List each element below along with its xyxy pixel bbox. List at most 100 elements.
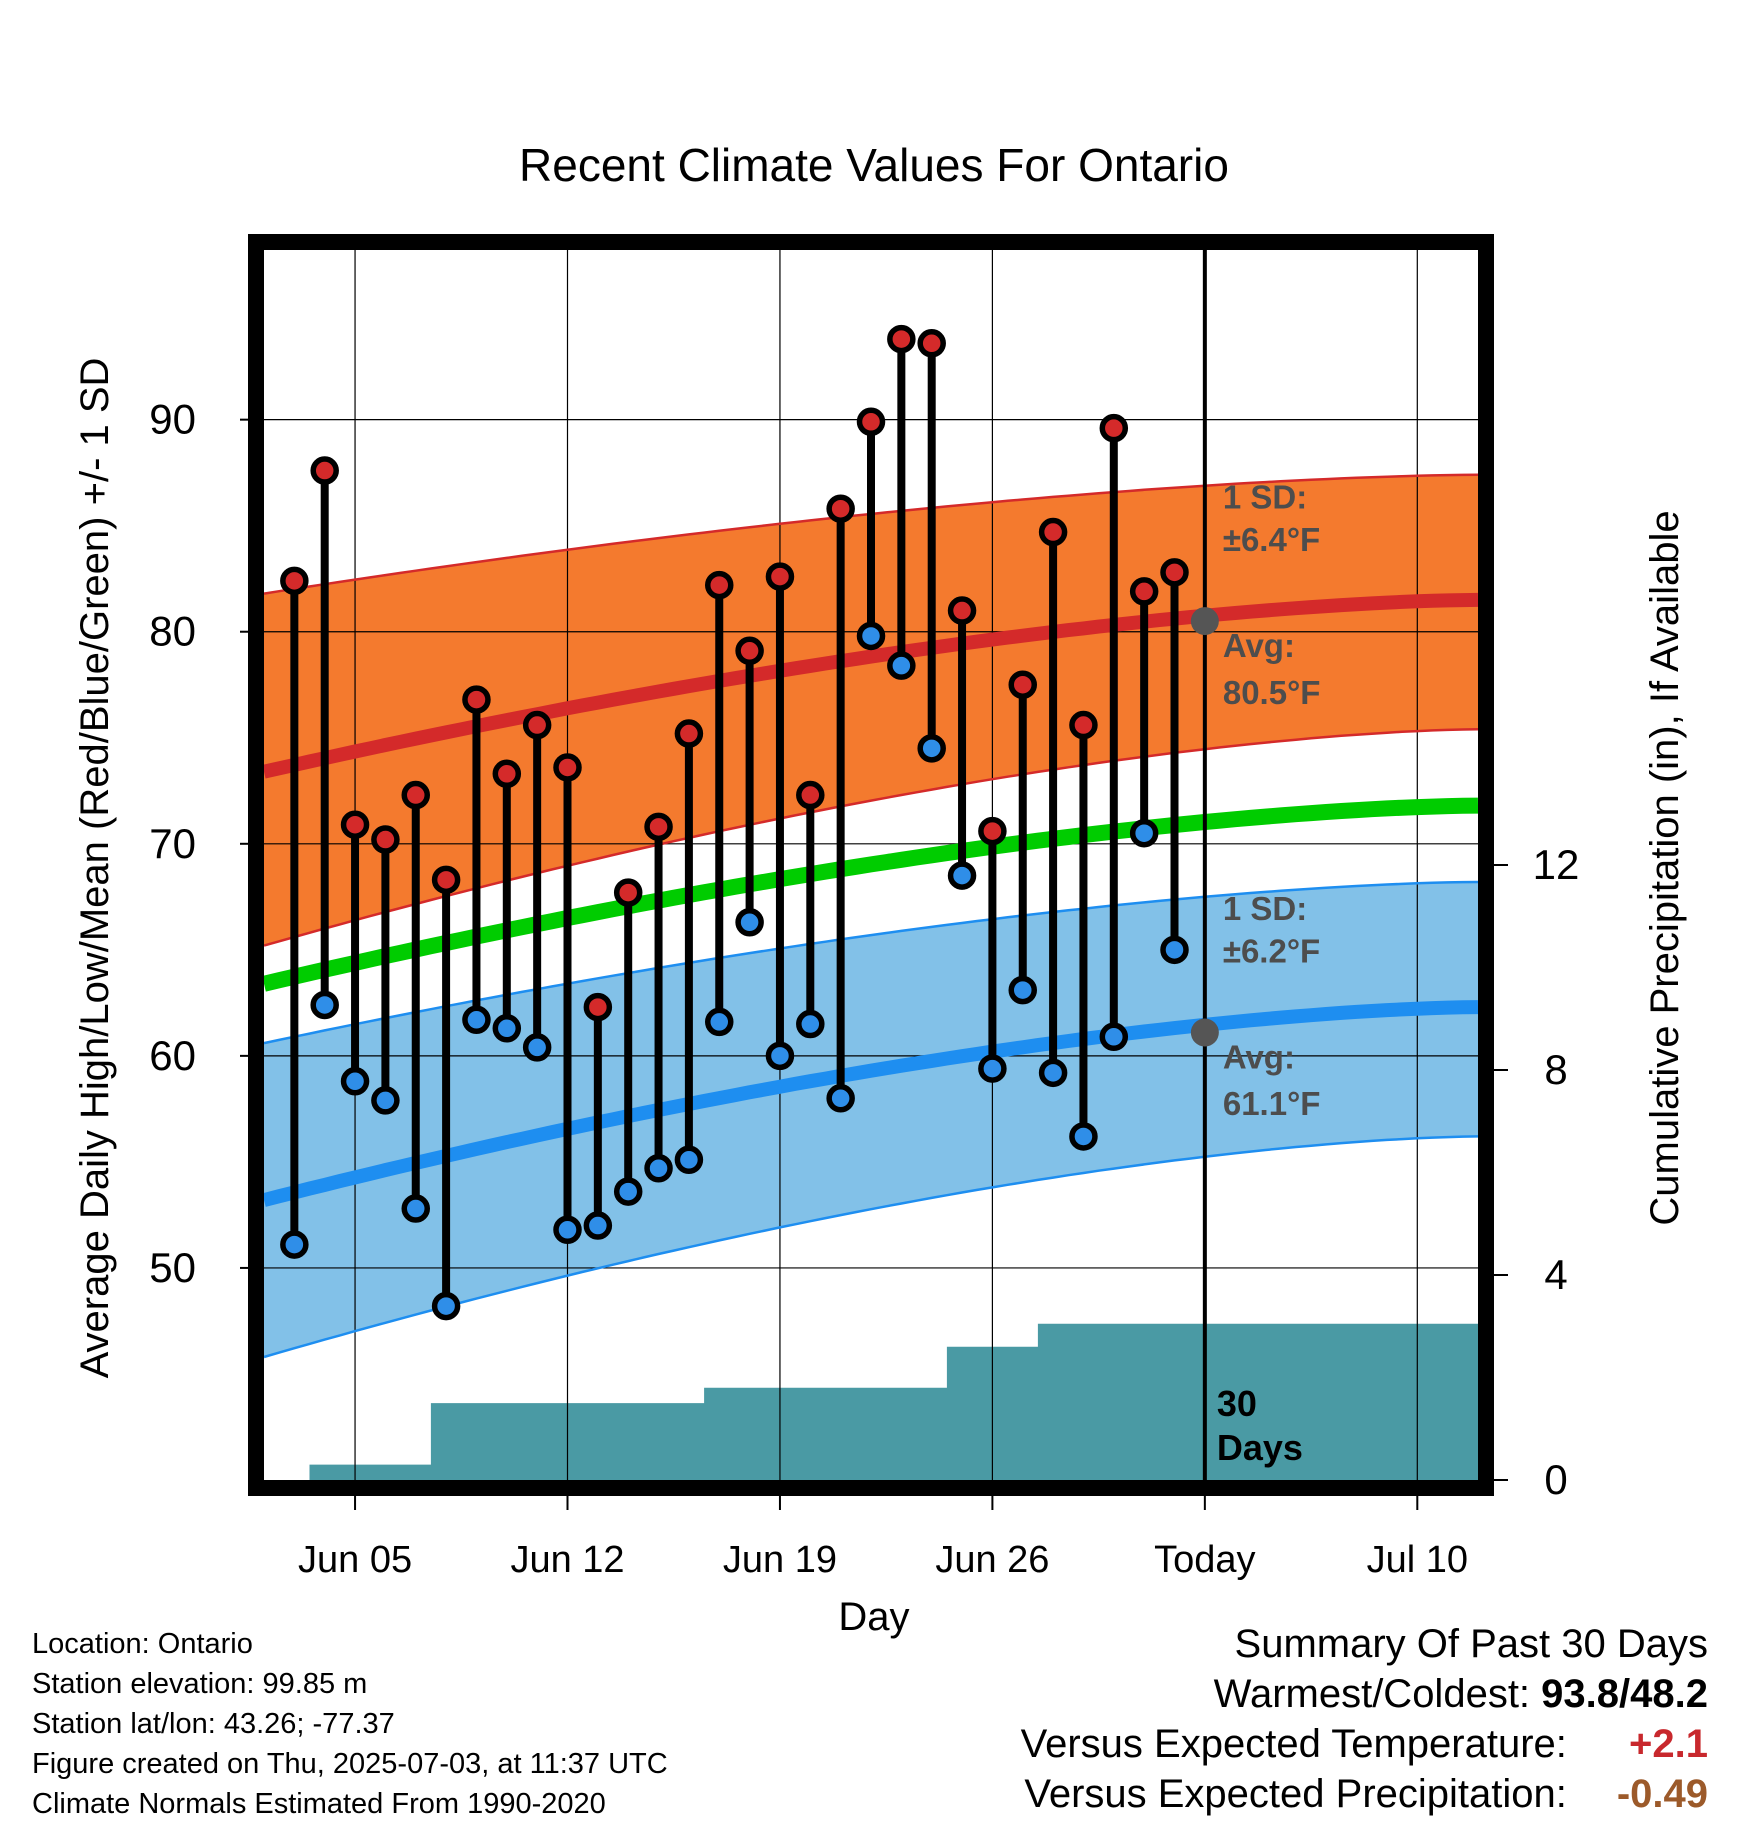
- precip-area: [309, 1323, 1480, 1480]
- chart-title: Recent Climate Values For Ontario: [519, 139, 1229, 191]
- high-point: [705, 570, 734, 600]
- precip-row: Versus Expected Precipitation: -0.49: [1021, 1772, 1708, 1822]
- low-point: [613, 1177, 643, 1206]
- low-point: [310, 990, 339, 1020]
- x-tick-label: Jun 12: [510, 1539, 624, 1581]
- low-point: [978, 1054, 1007, 1083]
- high-point: [431, 865, 461, 895]
- annotation-label: Avg:: [1223, 627, 1295, 664]
- high-point: [1129, 577, 1159, 606]
- high-point: [280, 566, 309, 596]
- high-point: [917, 329, 946, 358]
- low-normal-line: [262, 1000, 1479, 1207]
- high-point: [947, 596, 977, 625]
- high-point: [371, 825, 400, 854]
- annotation-value: 61.1°F: [1223, 1085, 1321, 1122]
- low-point: [1160, 935, 1189, 965]
- high-point: [1069, 710, 1098, 740]
- high-point: [613, 878, 643, 907]
- high-point: [553, 753, 582, 782]
- x-tick-label: Jul 10: [1367, 1539, 1468, 1581]
- today-avg-high-dot: [1190, 607, 1219, 636]
- created-text: Figure created on Thu, 2025-07-03, at 11…: [32, 1748, 668, 1780]
- low-sd-upper-line: [263, 880, 1479, 1045]
- y2-tick-label: 0: [1544, 1456, 1567, 1503]
- high-point: [583, 992, 613, 1022]
- low-point: [1038, 1058, 1068, 1088]
- y2-tick-label: 4: [1544, 1251, 1567, 1298]
- y-tick-label: 70: [149, 820, 196, 867]
- low-point: [1069, 1122, 1098, 1151]
- low-point: [735, 908, 764, 937]
- annotation-label: 1 SD:: [1223, 479, 1307, 516]
- high-point: [735, 636, 764, 666]
- high-point: [644, 812, 673, 842]
- normals-text: Climate Normals Estimated From 1990-2020: [32, 1788, 606, 1820]
- y2-tick-label: 8: [1544, 1046, 1567, 1093]
- y-tick-label: 80: [149, 608, 196, 655]
- x-tick-label: Today: [1154, 1539, 1255, 1581]
- high-sd-lower-line: [263, 728, 1479, 947]
- low-point: [280, 1230, 309, 1259]
- high-point: [401, 780, 430, 810]
- annotation-label: Avg:: [1223, 1039, 1295, 1076]
- annotation-label: 1 SD:: [1223, 890, 1307, 927]
- low-point: [856, 621, 886, 651]
- low-point: [765, 1041, 795, 1071]
- x-tick-label: Jun 19: [723, 1539, 837, 1581]
- mean-normal-line: [262, 797, 1479, 992]
- low-point: [462, 1005, 491, 1035]
- annotation-value: 80.5°F: [1223, 674, 1321, 711]
- high-point: [1160, 558, 1189, 587]
- low-point: [705, 1007, 734, 1037]
- y2-tick-label: 12: [1533, 841, 1580, 888]
- high-point: [765, 562, 795, 591]
- latlon-text: Station lat/lon: 43.26; -77.37: [32, 1708, 395, 1740]
- low-point: [917, 734, 946, 763]
- x-tick-label: Jun 26: [935, 1539, 1049, 1581]
- summary-panel: Summary Of Past 30 Days Warmest/Coldest:…: [1021, 1622, 1708, 1822]
- high-point: [674, 719, 704, 748]
- summary-title: Summary Of Past 30 Days: [1234, 1622, 1708, 1666]
- y-tick-label: 60: [149, 1032, 196, 1079]
- y2-axis-label: Cumulative Precipitation (in), If Availa…: [1643, 510, 1687, 1225]
- high-point: [462, 685, 491, 714]
- low-point: [522, 1033, 552, 1062]
- high-point: [1099, 413, 1129, 443]
- low-point: [401, 1194, 430, 1223]
- x-axis-label: Day: [838, 1595, 909, 1639]
- low-point: [492, 1014, 522, 1043]
- low-point: [340, 1067, 370, 1096]
- days-count-label: 30: [1217, 1383, 1257, 1424]
- high-point: [1008, 670, 1037, 699]
- x-tick-label: Jun 05: [298, 1539, 412, 1581]
- high-point: [856, 407, 886, 437]
- annotation-value: ±6.4°F: [1223, 521, 1320, 558]
- high-point: [796, 780, 825, 810]
- high-point: [310, 456, 339, 485]
- low-point: [674, 1145, 704, 1175]
- high-point: [340, 810, 370, 839]
- elevation-text: Station elevation: 99.85 m: [32, 1668, 368, 1700]
- location-text: Location: Ontario: [32, 1628, 253, 1660]
- low-point: [431, 1291, 461, 1321]
- high-point: [492, 759, 522, 789]
- warmest-value: 93.8/48.2: [1541, 1672, 1708, 1716]
- warmest-row: Warmest/Coldest: 93.8/48.2: [1021, 1672, 1708, 1722]
- station-info: Location: Ontario Station elevation: 99.…: [32, 1624, 668, 1824]
- days-unit-label: Days: [1217, 1427, 1303, 1468]
- low-point: [1099, 1022, 1129, 1052]
- low-point: [553, 1215, 582, 1245]
- high-point: [826, 494, 855, 523]
- low-point: [644, 1154, 673, 1183]
- low-point: [1008, 975, 1037, 1005]
- y-axis-label: Average Daily High/Low/Mean (Red/Blue/Gr…: [73, 358, 117, 1379]
- low-point: [826, 1084, 855, 1113]
- low-point: [583, 1211, 613, 1240]
- low-point: [947, 861, 977, 890]
- high-point: [978, 816, 1007, 846]
- low-point: [371, 1086, 400, 1115]
- low-point: [887, 651, 916, 680]
- annotation-value: ±6.2°F: [1223, 933, 1320, 970]
